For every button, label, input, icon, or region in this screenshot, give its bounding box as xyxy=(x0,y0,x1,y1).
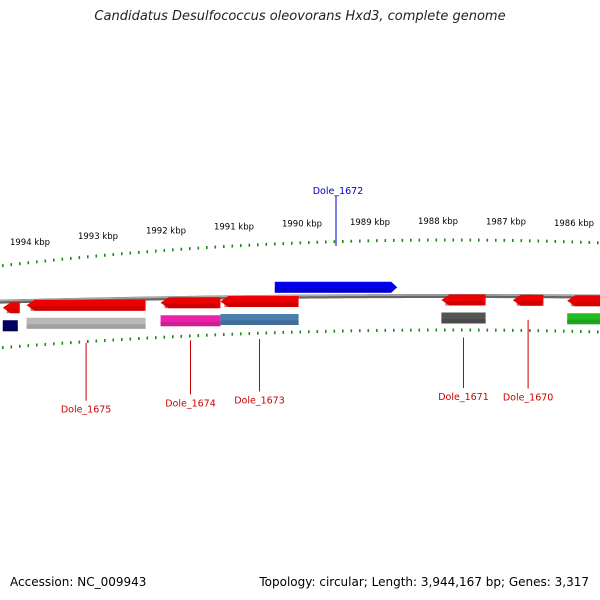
ruler-label: 1992 kbp xyxy=(146,227,186,237)
gene-features[interactable] xyxy=(2,281,600,332)
genome-backbone xyxy=(0,294,600,304)
ruler-label: 1991 kbp xyxy=(214,223,254,233)
gene-feature[interactable] xyxy=(26,299,146,311)
gene-label[interactable]: Dole_1670 xyxy=(503,393,554,404)
gene-feature[interactable] xyxy=(2,320,18,332)
ruler-label: 1989 kbp xyxy=(350,218,390,228)
ruler-label: 1986 kbp xyxy=(554,219,594,229)
gene-feature[interactable] xyxy=(441,294,486,306)
ruler-ticks xyxy=(1,238,599,350)
genome-summary-text: Topology: circular; Length: 3,944,167 bp… xyxy=(259,575,589,589)
gene-label[interactable]: Dole_1674 xyxy=(165,398,216,409)
gene-feature[interactable] xyxy=(567,295,600,307)
gene-labels[interactable]: Dole_1675 Dole_1674 Dole_1673 Dole_1672 Dole… xyxy=(61,186,554,416)
ruler-label: 1993 kbp xyxy=(78,232,118,242)
gene-feature-dole_1674[interactable] xyxy=(160,315,221,327)
gene-feature-dole_1670[interactable] xyxy=(512,294,544,306)
gene-feature[interactable] xyxy=(2,302,20,314)
gene-label[interactable]: Dole_1672 xyxy=(313,186,364,197)
ruler-label: 1990 kbp xyxy=(282,220,322,230)
gene-feature-dole_1671[interactable] xyxy=(441,312,486,324)
genome-title: Candidatus Desulfococcus oleovorans Hxd3… xyxy=(94,9,506,24)
ruler-label: 1987 kbp xyxy=(486,217,526,227)
gene-feature[interactable] xyxy=(160,297,221,309)
gene-feature-dole_1673[interactable] xyxy=(220,313,299,325)
ruler-label: 1994 kbp xyxy=(10,238,50,248)
gene-label[interactable]: Dole_1675 xyxy=(61,405,112,416)
ruler-labels: 1994 kbp 1993 kbp 1992 kbp 1991 kbp 1990 kbp… xyxy=(10,217,594,248)
gene-label[interactable]: Dole_1673 xyxy=(234,395,285,406)
accession-text: Accession: NC_009943 xyxy=(10,575,147,589)
gene-feature[interactable] xyxy=(567,313,600,325)
ruler-label: 1988 kbp xyxy=(418,217,458,227)
gene-feature[interactable] xyxy=(220,295,299,307)
gene-feature-dole_1675[interactable] xyxy=(26,317,146,329)
gene-label[interactable]: Dole_1671 xyxy=(438,392,489,403)
gene-feature-dole_1672[interactable] xyxy=(274,281,398,293)
